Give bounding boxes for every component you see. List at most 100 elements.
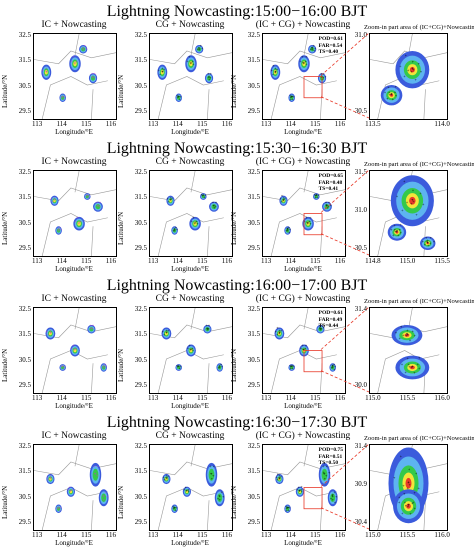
y-tick-label: 32.5	[18, 304, 31, 313]
x-tick-label: 115	[310, 257, 321, 265]
lightning-mark: +	[71, 346, 74, 351]
lightning-mark: +	[303, 347, 306, 352]
x-tick-label: 116	[105, 120, 117, 128]
lightning-mark: +	[291, 94, 294, 99]
panel-title-cg: CG + Nowcasting	[155, 157, 225, 167]
lightning-mark: +	[313, 48, 316, 53]
lightning-mark: +	[427, 239, 430, 244]
lightning-mark: +	[276, 332, 279, 337]
lightning-mark: +	[288, 224, 291, 229]
lightning-mark: +	[282, 197, 285, 202]
lightning-mark: +	[165, 327, 168, 332]
y-axis-label: Latitude/°N	[230, 485, 238, 519]
nowcast-contour	[61, 95, 65, 100]
lightning-mark: +	[63, 366, 66, 371]
lightning-mark: +	[300, 489, 303, 494]
lightning-mark: +	[165, 475, 168, 480]
lightning-mark: +	[70, 488, 73, 493]
lightning-mark: +	[179, 96, 182, 101]
lightning-mark: +	[407, 68, 410, 73]
lightning-mark: +	[315, 193, 318, 198]
lightning-mark: +	[309, 221, 312, 226]
nowcast-contour	[101, 493, 107, 502]
y-tick-label: 31.4	[354, 304, 367, 313]
lightning-mark: +	[274, 69, 277, 74]
lightning-mark: +	[208, 74, 211, 79]
lightning-mark: +	[49, 475, 52, 480]
lightning-mark: +	[276, 66, 279, 71]
lightning-mark: +	[50, 196, 53, 201]
lightning-mark: +	[287, 228, 290, 233]
lightning-mark: +	[214, 204, 217, 209]
lightning-mark: +	[54, 197, 57, 202]
lightning-mark: +	[275, 329, 278, 334]
map-panel-ic: + + + + + + + + + + + + + + + + + + + + + + + + +	[33, 307, 117, 394]
lightning-mark: +	[217, 365, 220, 370]
lightning-mark: +	[62, 93, 65, 98]
map-panel-cg: + + + + + + + + + + + + + + + + + + + + + + + + + + + + + +	[149, 444, 233, 531]
lightning-mark: +	[274, 70, 277, 75]
lightning-mark: +	[287, 226, 290, 231]
y-tick-label: 29.5	[134, 107, 147, 116]
lightning-mark: +	[331, 363, 334, 368]
x-tick-label: 116	[334, 257, 346, 265]
lightning-mark: +	[173, 227, 176, 232]
lightning-mark: +	[49, 327, 52, 332]
x-tick-label: 113	[147, 120, 159, 128]
lightning-mark: +	[49, 330, 52, 335]
nowcast-contour	[48, 331, 52, 336]
lightning-mark: +	[389, 92, 392, 97]
lightning-mark: +	[316, 195, 319, 200]
lightning-mark: +	[276, 325, 279, 330]
lightning-mark: +	[272, 63, 275, 68]
lightning-mark: +	[417, 362, 420, 367]
lightning-mark: +	[390, 91, 393, 96]
y-tick-label: 32.5	[18, 167, 31, 176]
lightning-mark: +	[390, 227, 393, 232]
x-axis-label: Longitude/°E	[284, 402, 322, 410]
lightning-mark: +	[165, 475, 168, 480]
lightning-mark: +	[406, 356, 409, 361]
y-tick-label: 30.5	[134, 81, 147, 90]
lightning-mark: +	[319, 325, 322, 330]
lightning-mark: +	[399, 227, 402, 232]
province-boundary	[34, 445, 116, 530]
lightning-mark: +	[97, 203, 100, 208]
nowcast-contour	[426, 242, 429, 245]
lightning-mark: +	[286, 506, 289, 511]
x-axis-label: Longitude/°E	[171, 128, 209, 136]
zoom-panel: + + + + + + + + + + + + + + + + + + + + + + + + + + + + + + + + + + + +	[369, 170, 448, 257]
lightning-mark: +	[398, 499, 401, 504]
x-tick-label: 115.5	[399, 394, 416, 402]
lightning-mark: +	[221, 490, 224, 495]
lightning-mark: +	[173, 506, 176, 511]
province-boundary	[150, 34, 232, 119]
lightning-mark: +	[291, 93, 294, 98]
nowcast-contour	[277, 331, 281, 336]
x-axis-label: Longitude/°E	[55, 128, 93, 136]
nowcast-contour	[189, 348, 193, 353]
lightning-mark: +	[213, 203, 216, 208]
score-ts: TS=0.40	[318, 49, 339, 55]
nowcast-contour	[409, 196, 416, 205]
lightning-mark: +	[190, 219, 193, 224]
lightning-mark: +	[394, 229, 397, 234]
lightning-mark: +	[407, 332, 410, 337]
lightning-mark: +	[102, 493, 105, 498]
x-tick-label: 113	[147, 257, 159, 265]
nowcast-contour	[85, 194, 89, 199]
nowcast-contour	[306, 221, 310, 226]
lightning-mark: +	[84, 43, 87, 48]
lightning-mark: +	[94, 471, 97, 476]
lightning-mark: +	[386, 96, 389, 101]
nowcast-contour	[330, 493, 336, 502]
lightning-mark: +	[88, 193, 91, 198]
lightning-mark: +	[319, 325, 322, 330]
nowcast-contour	[89, 327, 94, 332]
lightning-mark: +	[197, 47, 200, 52]
lightning-mark: +	[274, 66, 277, 71]
lightning-mark: +	[87, 195, 90, 200]
lightning-mark: +	[309, 215, 312, 220]
lightning-mark: +	[322, 75, 325, 80]
x-tick-label: 116.0	[434, 531, 450, 539]
